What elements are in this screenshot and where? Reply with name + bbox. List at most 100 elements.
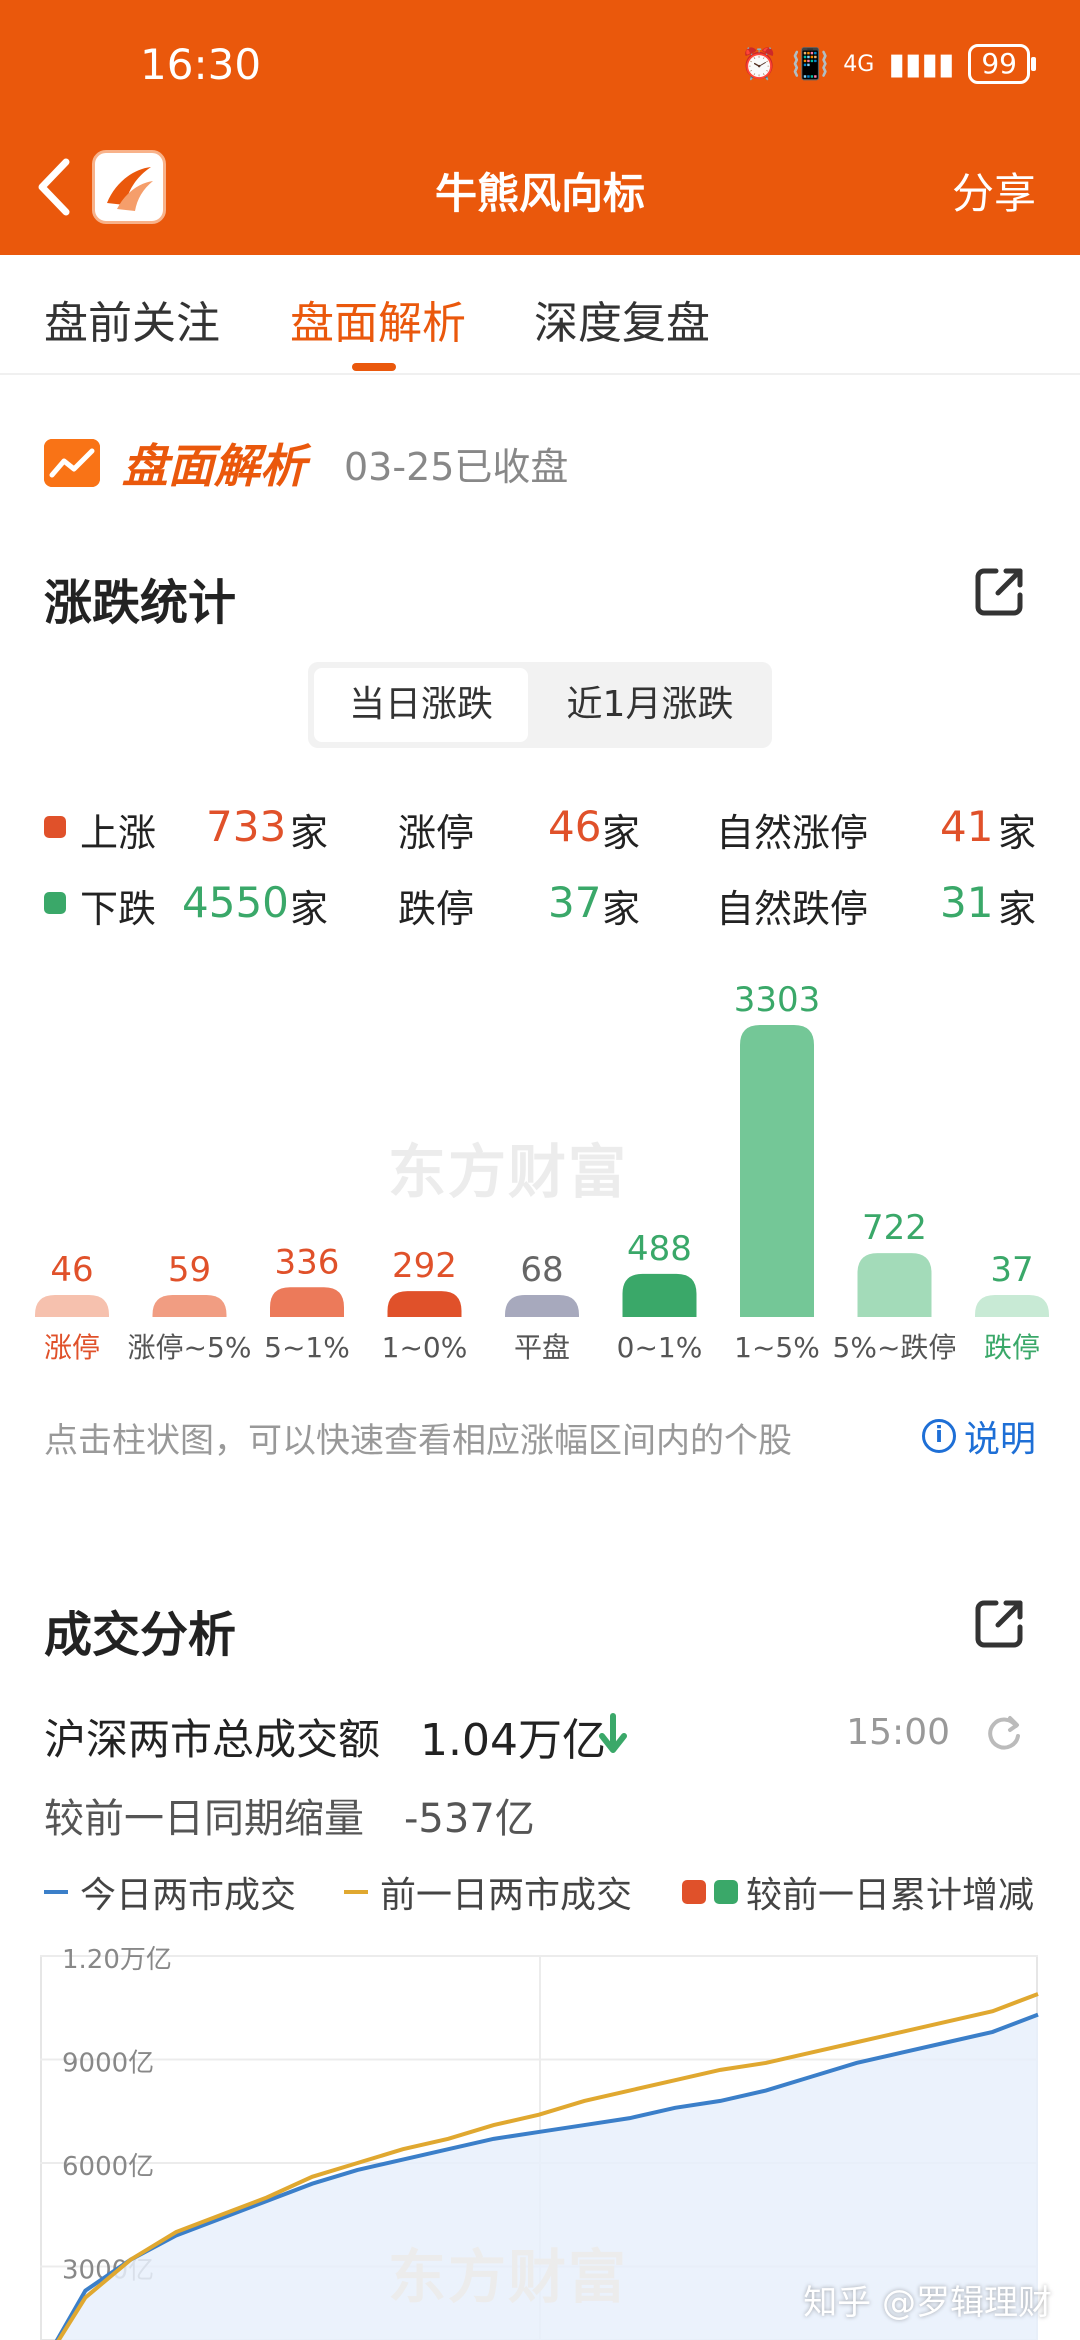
share-button[interactable]: 分享 (951, 169, 1036, 218)
explain-link[interactable]: i 说明 (921, 1410, 1036, 1462)
open-external-icon[interactable] (970, 1595, 1028, 1653)
limit-down-label: 跌停 (398, 887, 475, 931)
tab-underline (352, 363, 396, 371)
rise-label: 上涨 (80, 811, 157, 855)
chart-hint: 点击柱状图，可以快速查看相应涨幅区间内的个股 (44, 1421, 792, 1461)
bar-value-label: 37 (990, 1250, 1033, 1290)
alarm-icon: ⏰ (740, 46, 778, 82)
tab-premarket[interactable]: 盘前关注 (44, 298, 220, 349)
shrink-label: 较前一日同期缩量 (44, 1796, 364, 1842)
turnover-value: 1.04万亿 (420, 1715, 606, 1766)
trend-icon (44, 439, 100, 487)
bar-category-label: 0~1% (617, 1331, 703, 1364)
status-time: 16:30 (140, 40, 262, 89)
bar-category-label: 涨停 (44, 1331, 100, 1364)
y-tick-label: 9000亿 (62, 2049, 154, 2079)
bar-category-label: 平盘 (514, 1331, 570, 1364)
status-icons: ⏰ 📳 4G ▮▮▮▮ 99 (740, 44, 1036, 84)
brand-title: 盘面解析 (122, 439, 306, 493)
legend-diff-label: 较前一日累计增减 (746, 1875, 1035, 1916)
limit-down-count: 37 (548, 878, 602, 927)
line-chart-watermark: 东方财富 (388, 2243, 629, 2311)
signal-icon: ▮▮▮▮ (888, 46, 955, 82)
bar-chart-svg: 46 涨停 59 涨停~5% 336 5~1% 292 1~0% 68 平盘 488 0~1% 3303… (35, 980, 1049, 1364)
fall-count: 4550 (182, 878, 289, 927)
bar-category-label: 跌停 (984, 1331, 1040, 1364)
bar-value-label: 292 (392, 1246, 457, 1286)
natural-limit-up-count: 41 (940, 802, 994, 851)
rise-unit: 家 (290, 811, 329, 855)
bar-value-label: 336 (275, 1242, 340, 1282)
bar-category-label: 5%~跌停 (833, 1331, 957, 1364)
shrink-value: -537亿 (404, 1796, 535, 1842)
tab-deep-review[interactable]: 深度复盘 (534, 298, 710, 349)
fall-stats-row: 下跌 4550 家 跌停 37 家 自然跌停 31 家 (44, 878, 1044, 938)
tab-market-analysis[interactable]: 盘面解析 (290, 298, 466, 349)
bar-3[interactable] (387, 1291, 462, 1317)
legend-prev: 前一日两市成交 (344, 1866, 632, 1918)
tab-bar: 盘前关注 盘面解析 深度复盘 (0, 255, 1080, 375)
down-arrow-icon (599, 1713, 627, 1753)
refresh-icon[interactable] (984, 1712, 1024, 1752)
bar-category-label: 1~5% (734, 1331, 820, 1364)
legend-today-swatch (44, 1890, 68, 1894)
legend-prev-swatch (344, 1890, 368, 1894)
open-external-icon[interactable] (970, 563, 1028, 621)
legend-up-swatch (682, 1880, 706, 1904)
info-icon: i (921, 1419, 956, 1453)
distribution-bar-chart: 东方财富 46 涨停 59 涨停~5% 336 5~1% 292 1~0% 68 平盘 488 0~1… (0, 965, 1080, 1385)
bar-value-label: 68 (520, 1250, 563, 1290)
rise-dot-icon (44, 816, 66, 838)
fall-label: 下跌 (80, 887, 157, 931)
footer-watermark: 知乎 @罗辑理财 (803, 2283, 1052, 2323)
bar-value-label: 59 (168, 1250, 211, 1290)
page-title: 牛熊风向标 (434, 169, 645, 218)
y-tick-label: 6000亿 (62, 2152, 154, 2182)
natural-limit-up-label: 自然涨停 (716, 811, 869, 855)
back-icon[interactable] (34, 152, 74, 222)
toggle-today[interactable]: 当日涨跌 (314, 668, 528, 742)
explain-label: 说明 (963, 1419, 1036, 1460)
bar-2[interactable] (270, 1287, 344, 1317)
rise-fall-title: 涨跌统计 (44, 575, 237, 631)
line-chart-legend: 今日两市成交 前一日两市成交 较前一日累计增减 (44, 1866, 1044, 1916)
bar-category-label: 涨停~5% (128, 1331, 252, 1364)
bar-0[interactable] (35, 1295, 109, 1317)
series-line-prev (56, 1992, 1039, 2340)
rise-stats-row: 上涨 733 家 涨停 46 家 自然涨停 41 家 (44, 802, 1044, 862)
bar-category-label: 1~0% (382, 1331, 468, 1364)
natural-limit-down-unit: 家 (998, 887, 1037, 931)
limit-up-unit: 家 (602, 811, 641, 855)
legend-down-swatch (714, 1880, 738, 1904)
bar-value-label: 722 (862, 1208, 927, 1248)
bar-5[interactable] (622, 1273, 697, 1317)
bar-4[interactable] (505, 1295, 579, 1317)
section-brand: 盘面解析 03-25已收盘 (44, 430, 568, 496)
bar-1[interactable] (152, 1295, 227, 1317)
legend-prev-label: 前一日两市成交 (380, 1875, 633, 1916)
bar-6[interactable] (740, 1025, 814, 1317)
today-area (57, 2014, 1038, 2340)
natural-limit-down-label: 自然跌停 (716, 887, 869, 931)
bar-7[interactable] (857, 1253, 932, 1317)
bar-value-label: 488 (627, 1229, 692, 1269)
series-line-today (54, 2012, 1039, 2340)
app-logo (92, 150, 166, 224)
turnover-line-chart: 1.20万亿 9000亿 6000亿 3000亿 东方财富 (40, 1940, 1040, 2340)
rise-count: 733 (206, 802, 287, 851)
natural-limit-down-count: 31 (940, 878, 994, 927)
period-toggle: 当日涨跌 近1月涨跌 (308, 662, 772, 748)
logo-mark-icon (107, 167, 153, 211)
bar-category-label: 5~1% (264, 1331, 350, 1364)
legend-today-label: 今日两市成交 (80, 1875, 297, 1916)
bar-value-label: 46 (50, 1250, 93, 1290)
bar-8[interactable] (975, 1295, 1049, 1317)
turnover-time: 15:00 (846, 1712, 950, 1753)
turnover-label: 沪深两市总成交额 (44, 1715, 381, 1764)
turnover-title: 成交分析 (44, 1607, 237, 1663)
y-tick-label: 1.20万亿 (62, 1945, 172, 1975)
limit-up-label: 涨停 (398, 811, 475, 855)
battery-indicator: 99 (968, 44, 1036, 84)
toggle-month[interactable]: 近1月涨跌 (566, 684, 734, 725)
